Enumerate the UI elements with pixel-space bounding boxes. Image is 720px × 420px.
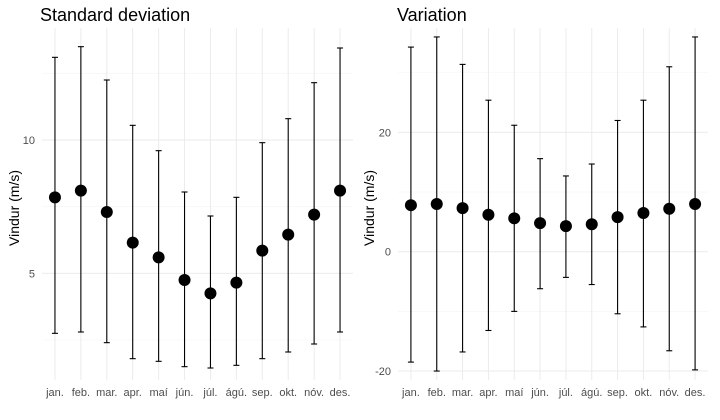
- x-tick-label-sd: ágú.: [226, 387, 247, 399]
- x-tick-label-variation: maí: [505, 387, 523, 399]
- data-point-variation: [430, 198, 443, 210]
- data-point-sd: [308, 208, 321, 221]
- x-tick-label-variation: apr.: [479, 387, 497, 399]
- data-point-sd: [178, 274, 191, 286]
- x-tick-label-sd: jún.: [175, 387, 194, 399]
- data-point-sd: [230, 276, 243, 289]
- x-tick-label-variation: jan.: [401, 387, 420, 399]
- y-axis-title-sd: Vindur (m/s): [6, 170, 22, 246]
- panel-variation: -20 0 20 jan. feb. mar. apr. maí jún. júl. ágú. sep…: [375, 28, 708, 399]
- panel-title-sd: Standard deviation: [40, 5, 190, 25]
- x-tick-label-variation: okt.: [635, 387, 653, 399]
- data-point-sd: [48, 191, 61, 204]
- x-tick-label-variation: jún.: [530, 387, 549, 399]
- x-tick-label-variation: mar.: [452, 387, 473, 399]
- data-point-variation: [456, 202, 469, 215]
- x-tick-label-sd: apr.: [124, 387, 142, 399]
- data-point-sd: [126, 236, 139, 249]
- y-tick-label-sd: 10: [23, 135, 35, 147]
- data-point-variation: [611, 211, 624, 224]
- x-tick-label-sd: sep.: [252, 387, 273, 399]
- data-point-variation: [559, 220, 572, 233]
- x-tick-label-sd: des.: [330, 387, 351, 399]
- x-tick-label-sd: maí: [149, 387, 167, 399]
- data-point-sd: [74, 184, 87, 197]
- data-point-sd: [334, 184, 347, 197]
- x-tick-label-sd: jan.: [45, 387, 64, 399]
- panel-sd: 5 10 jan. feb. mar. apr. maí jún. júl. ágú. sep. ok…: [23, 28, 353, 399]
- x-tick-label-variation: des.: [685, 387, 706, 399]
- x-tick-label-sd: mar.: [96, 387, 117, 399]
- data-point-sd: [256, 244, 269, 257]
- data-point-variation: [663, 202, 676, 215]
- data-point-sd: [282, 228, 295, 241]
- data-point-variation: [534, 217, 547, 230]
- x-tick-label-sd: júl.: [202, 387, 217, 399]
- x-tick-label-sd: nóv.: [304, 387, 324, 399]
- data-point-sd: [152, 251, 165, 264]
- y-axis-title-variation: Vindur (m/s): [361, 170, 377, 246]
- data-point-variation: [689, 198, 702, 210]
- data-point-variation: [585, 218, 598, 231]
- data-point-variation: [508, 212, 521, 225]
- y-tick-label-variation: -20: [375, 366, 391, 378]
- data-point-sd: [100, 206, 113, 218]
- panel-title-variation: Variation: [397, 5, 467, 25]
- x-tick-label-variation: feb.: [428, 387, 446, 399]
- x-tick-label-sd: okt.: [279, 387, 297, 399]
- y-tick-label-variation: 0: [385, 247, 391, 259]
- x-tick-label-variation: ágú.: [581, 387, 602, 399]
- x-tick-label-variation: sep.: [607, 387, 628, 399]
- data-point-variation: [637, 206, 650, 219]
- x-tick-label-sd: feb.: [72, 387, 90, 399]
- x-tick-label-variation: júl.: [558, 387, 573, 399]
- y-tick-label-sd: 5: [29, 268, 35, 280]
- x-tick-label-variation: nóv.: [659, 387, 679, 399]
- data-point-variation: [482, 208, 495, 221]
- y-tick-label-variation: 20: [379, 127, 391, 139]
- data-point-variation: [404, 199, 417, 212]
- data-point-sd: [204, 287, 217, 300]
